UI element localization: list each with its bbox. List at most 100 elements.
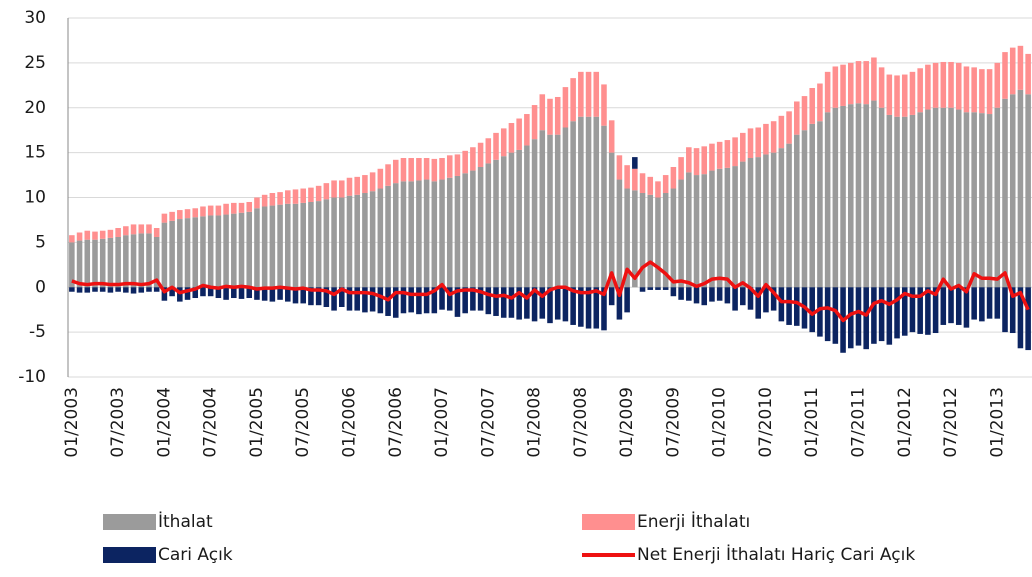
- x-tick-label: 01/2003: [62, 387, 82, 458]
- bar: [146, 224, 152, 234]
- bar: [601, 84, 607, 126]
- bar: [655, 181, 661, 198]
- bar: [1025, 94, 1031, 288]
- bar: [647, 176, 654, 195]
- bar: [423, 179, 430, 288]
- bar: [531, 287, 538, 322]
- bar: [500, 128, 507, 157]
- bar: [539, 94, 546, 131]
- bar: [439, 287, 445, 310]
- bar: [138, 233, 145, 288]
- bar: [184, 287, 191, 300]
- bar: [894, 116, 900, 288]
- bar: [801, 130, 808, 288]
- bar: [817, 121, 823, 288]
- bar: [994, 107, 1001, 288]
- bar: [570, 78, 576, 122]
- bar: [1017, 287, 1024, 349]
- y-tick-label: 0: [35, 277, 46, 297]
- bar: [107, 287, 114, 293]
- bar: [423, 158, 430, 180]
- bar: [562, 127, 569, 288]
- bar: [338, 287, 345, 307]
- bar: [608, 120, 615, 153]
- bar: [269, 193, 276, 206]
- legend-label: Net Enerji İthalatı Hariç Cari Açık: [637, 544, 915, 565]
- bar: [192, 287, 199, 299]
- bar: [878, 107, 885, 288]
- bar: [161, 222, 168, 288]
- bar: [292, 203, 299, 288]
- y-tick-label: 25: [24, 53, 46, 73]
- x-tick-label: 07/2006: [386, 387, 406, 458]
- bar: [223, 214, 229, 288]
- bar: [446, 155, 453, 178]
- bar: [454, 287, 461, 317]
- bar: [146, 287, 152, 292]
- bar: [261, 194, 268, 207]
- bar: [516, 287, 522, 320]
- bar: [331, 180, 337, 198]
- bar: [130, 224, 137, 235]
- bar: [285, 203, 291, 288]
- bar: [153, 236, 160, 288]
- bar: [277, 192, 283, 205]
- bar: [477, 166, 484, 288]
- bar: [508, 123, 515, 153]
- bar: [115, 287, 121, 292]
- bar: [670, 287, 677, 297]
- bar: [994, 62, 1001, 108]
- bar: [894, 287, 900, 339]
- bar: [215, 215, 222, 288]
- bar: [292, 189, 299, 204]
- legend-swatch: [103, 547, 156, 563]
- bar: [1017, 45, 1024, 90]
- bar: [932, 107, 939, 288]
- bar: [99, 238, 106, 288]
- bar: [177, 287, 183, 302]
- bar: [847, 287, 854, 349]
- bar: [285, 287, 291, 302]
- bar: [107, 229, 114, 238]
- x-tick-label: 07/2008: [571, 387, 591, 458]
- bar: [485, 163, 492, 288]
- bar: [531, 105, 538, 140]
- legend-label: İthalat: [158, 511, 213, 532]
- bar: [323, 183, 330, 200]
- bar: [192, 217, 199, 288]
- bar: [678, 287, 684, 300]
- bar: [123, 287, 129, 293]
- bar: [886, 114, 893, 288]
- x-tick-label: 07/2010: [756, 387, 776, 458]
- bar: [231, 213, 237, 288]
- bar: [901, 116, 908, 288]
- y-tick-label: -10: [18, 367, 46, 387]
- bar: [539, 287, 546, 319]
- x-tick-label: 07/2011: [848, 387, 868, 458]
- bar: [346, 177, 353, 196]
- bar: [624, 287, 630, 313]
- bar: [578, 116, 584, 288]
- bar: [616, 155, 623, 180]
- bar: [408, 181, 414, 288]
- bar: [269, 205, 276, 288]
- bar: [123, 235, 129, 288]
- bar: [963, 66, 970, 113]
- bar: [732, 287, 738, 311]
- bar: [138, 287, 145, 293]
- bar: [601, 125, 607, 288]
- bar: [1009, 287, 1016, 334]
- bar: [408, 287, 414, 313]
- bar: [416, 158, 422, 181]
- bar: [123, 226, 129, 236]
- bar: [69, 287, 75, 292]
- bar: [238, 287, 245, 299]
- bar: [377, 287, 384, 314]
- bar: [362, 175, 368, 194]
- bar: [362, 287, 368, 313]
- bar: [462, 150, 468, 174]
- bar: [585, 116, 592, 288]
- bar: [925, 287, 931, 335]
- bar: [585, 287, 592, 329]
- bar: [979, 69, 985, 114]
